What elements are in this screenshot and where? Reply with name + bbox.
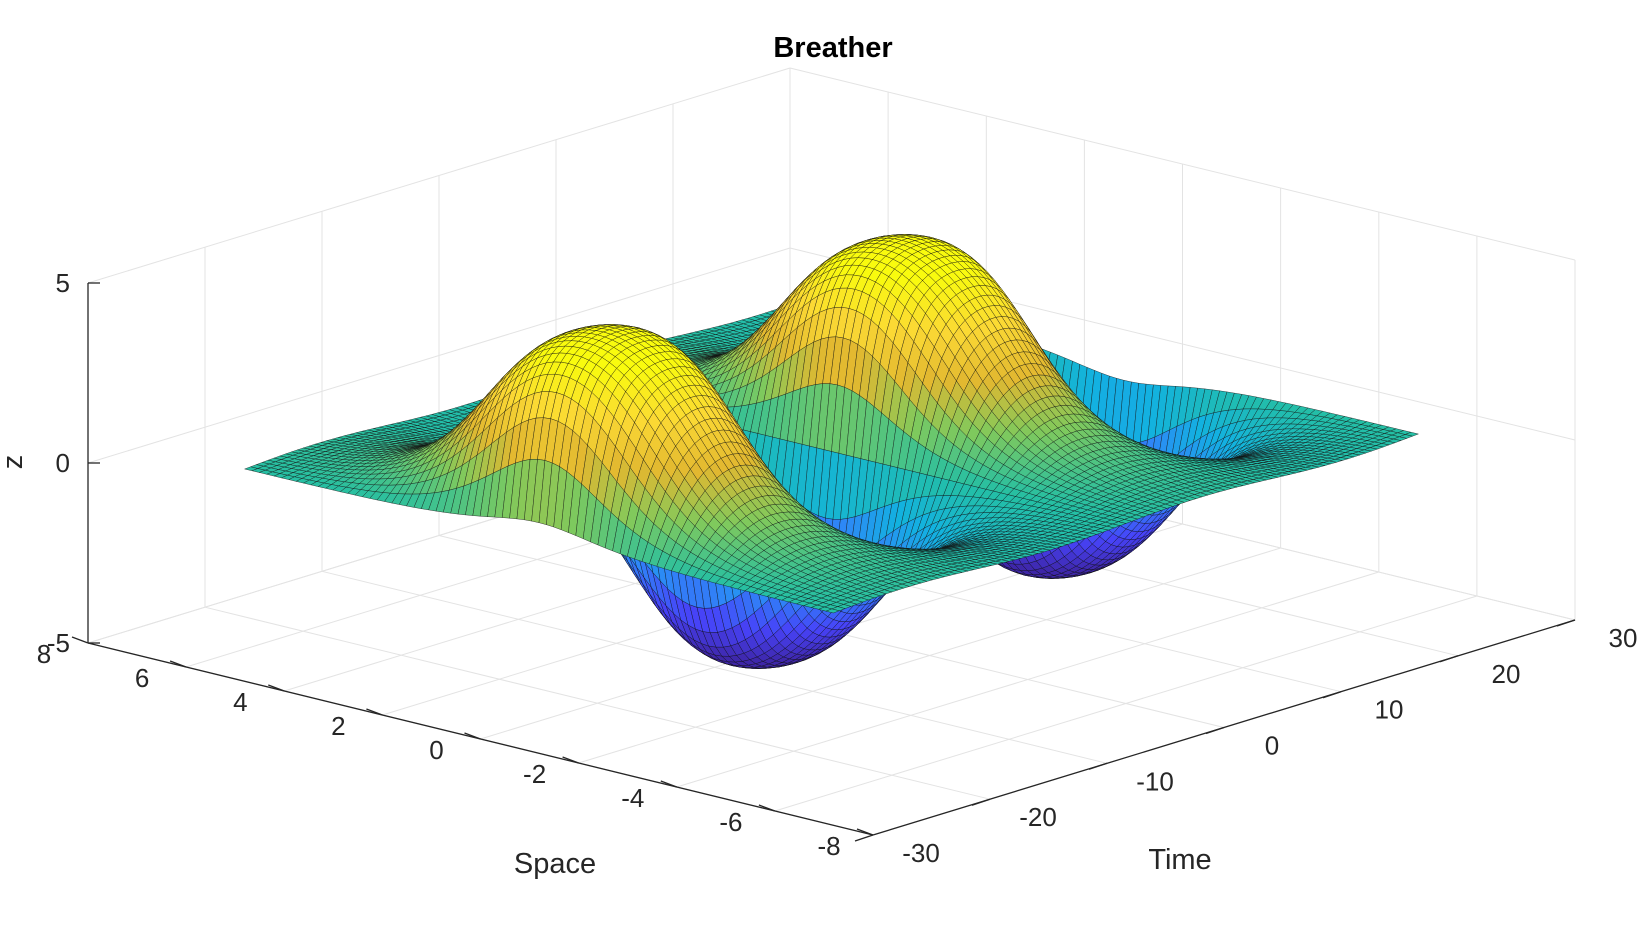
grid-line-wall-z — [789, 67, 1576, 261]
grid-line-wall-z — [87, 67, 791, 284]
grid-line-floor-time — [321, 570, 1108, 764]
chart-title: Breather — [773, 32, 892, 64]
surface-mesh — [244, 234, 1419, 669]
grid-line-floor-time — [204, 606, 991, 800]
grid-line-wall-z — [87, 247, 791, 464]
